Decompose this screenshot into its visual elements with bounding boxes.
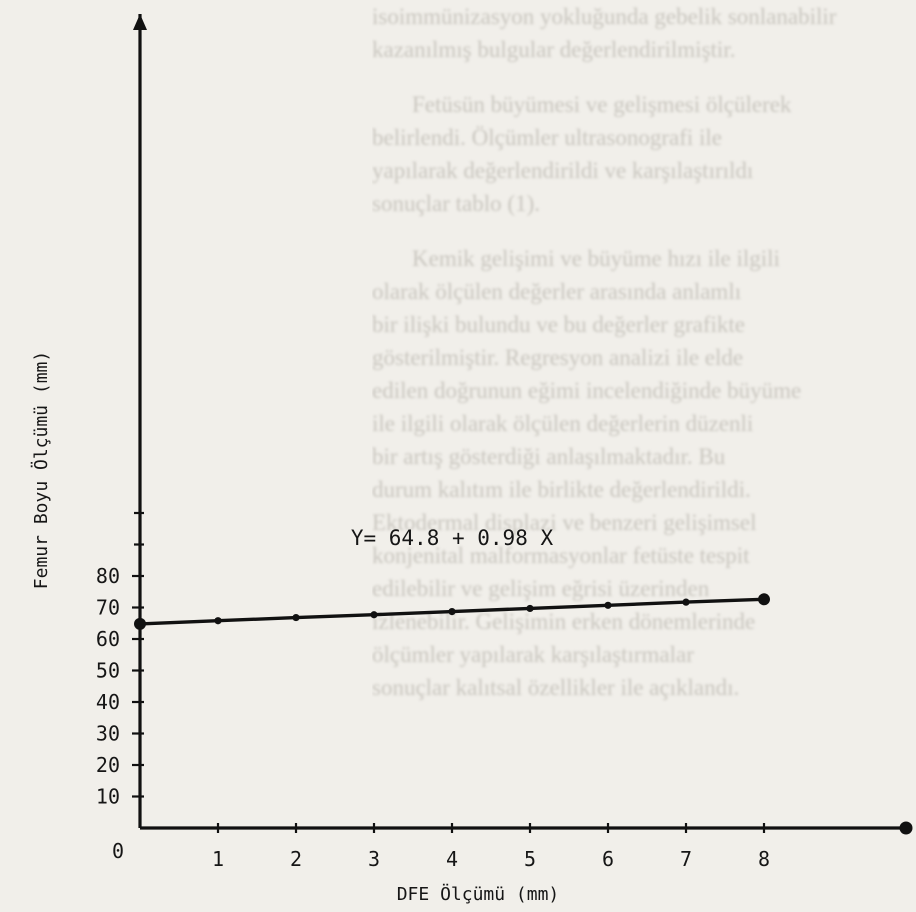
x-tick-label-2: 2 — [290, 847, 302, 871]
data-point — [682, 598, 690, 606]
y-tick-label-60: 60 — [96, 627, 120, 651]
x-tick-label-1: 1 — [212, 847, 224, 871]
y-tick-label-10: 10 — [96, 785, 120, 809]
x-tick-label-3: 3 — [368, 847, 380, 871]
regression-equation: Y= 64.8 + 0.98 X — [351, 526, 554, 550]
y-tick-label-40: 40 — [96, 690, 120, 714]
x-tick-label-7: 7 — [680, 847, 692, 871]
ticks: 1 2 3 4 5 6 7 8 10 20 30 40 50 60 70 80 — [96, 511, 770, 871]
origin-label: 0 — [112, 839, 124, 863]
data-point — [526, 604, 534, 613]
y-tick-label-30: 30 — [96, 722, 120, 746]
data-point — [604, 601, 612, 609]
y-tick-label-50: 50 — [96, 659, 120, 683]
data-point — [758, 593, 770, 606]
data-point — [448, 607, 456, 616]
axes — [133, 14, 913, 835]
y-axis-arrowhead — [133, 14, 147, 30]
x-axis-end-mark — [899, 821, 913, 835]
x-tick-label-8: 8 — [758, 847, 770, 871]
x-tick-label-5: 5 — [524, 847, 536, 871]
x-tick-label-6: 6 — [602, 847, 614, 871]
x-axis-title: DFE Ölçümü (mm) — [397, 883, 560, 905]
data-point — [370, 611, 378, 619]
data-point — [214, 617, 222, 625]
y-axis-title: Femur Boyu Ölçümü (mm) — [30, 351, 52, 589]
data-series — [134, 593, 770, 630]
y-tick-label-20: 20 — [96, 753, 120, 777]
data-point — [134, 617, 146, 630]
background-page-text: isoimmünizasyon yokluğunda gebelik sonla… — [372, 4, 837, 700]
y-tick-label-70: 70 — [96, 596, 120, 620]
x-tick-label-4: 4 — [446, 847, 458, 871]
lower-bg — [140, 735, 916, 912]
data-point — [292, 613, 300, 622]
y-tick-label-80: 80 — [96, 564, 120, 588]
